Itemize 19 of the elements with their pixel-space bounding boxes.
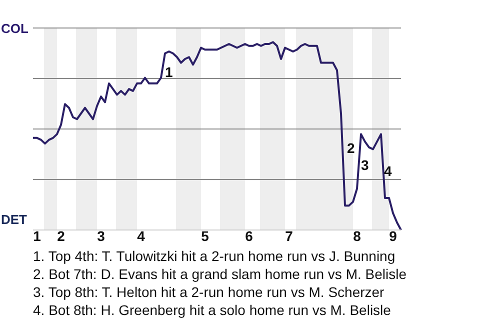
x-tick-label: 8 bbox=[353, 228, 362, 244]
x-tick-label: 9 bbox=[389, 228, 398, 244]
annotation: 3 bbox=[361, 157, 369, 173]
text: 4. Bot 8th: H. Greenberg hit a solo home run vs M. Belisle bbox=[33, 301, 392, 319]
x-tick-label: 1 bbox=[33, 228, 42, 244]
text: 2. Bot 7th: D. Evans hit a grand slam home run vs M. Belisle bbox=[33, 265, 407, 283]
annotation: 1 bbox=[165, 64, 173, 80]
x-tick-label: 4 bbox=[137, 228, 146, 244]
x-tick-label: 6 bbox=[245, 228, 254, 244]
annotation: 4 bbox=[384, 163, 392, 179]
text: 3. Top 8th: T. Helton hit a 2-run home run vs M. Scherzer bbox=[33, 283, 386, 301]
x-tick-label: 5 bbox=[201, 228, 210, 244]
x-tick-label: 2 bbox=[57, 228, 66, 244]
text: 1. Top 4th: T. Tulowitzki hit a 2-run home run vs J. Bunning bbox=[33, 247, 396, 265]
text: COL bbox=[1, 21, 28, 37]
x-tick-label: 3 bbox=[97, 228, 106, 244]
x-tick-label: 7 bbox=[285, 228, 294, 244]
annotation: 2 bbox=[347, 140, 355, 156]
text: DET bbox=[1, 212, 27, 228]
